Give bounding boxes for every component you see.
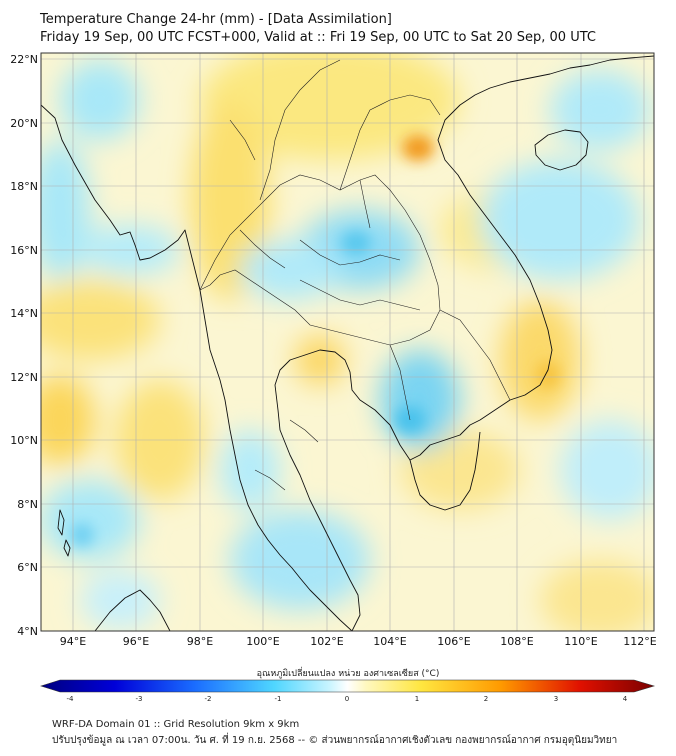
map-title: Temperature Change 24-hr (mm) - [Data As… — [40, 12, 392, 27]
lat-tick-labels: 22°N 20°N 18°N 16°N 14°N 12°N 10°N 8°N 6… — [10, 53, 38, 638]
lat-tick-label: 16°N — [10, 244, 38, 257]
colorbar-tick: -1 — [275, 695, 282, 703]
colorbar-ticks: -4 -3 -2 -1 0 1 2 3 4 — [67, 695, 628, 703]
colorbar-tick: 3 — [554, 695, 558, 703]
lat-tick-label: 22°N — [10, 53, 38, 66]
lat-tick-label: 8°N — [17, 498, 38, 511]
colorbar-label: อุณหภูมิเปลี่ยนแปลง หน่วย องศาเซลเซียส (… — [257, 666, 440, 679]
lon-tick-label: 94°E — [60, 635, 86, 648]
lon-tick-label: 112°E — [623, 635, 656, 648]
country-borders — [199, 59, 511, 491]
lat-tick-label: 10°N — [10, 434, 38, 447]
coastlines — [41, 55, 654, 631]
graticule — [41, 53, 654, 631]
lon-tick-label: 110°E — [564, 635, 597, 648]
lat-tick-label: 4°N — [17, 625, 38, 638]
lon-tick-label: 108°E — [500, 635, 533, 648]
footer-model-info: WRF-DA Domain 01 :: Grid Resolution 9km … — [52, 719, 300, 730]
temperature-field — [41, 53, 654, 631]
colorbar-tick: 2 — [484, 695, 488, 703]
lon-tick-label: 100°E — [246, 635, 279, 648]
lat-tick-label: 14°N — [10, 307, 38, 320]
lon-tick-label: 102°E — [310, 635, 343, 648]
colorbar-tick: 4 — [623, 695, 628, 703]
lon-tick-labels: 94°E 96°E 98°E 100°E 102°E 104°E 106°E 1… — [60, 635, 657, 648]
map-frame — [40, 52, 655, 632]
lat-tick-label: 12°N — [10, 371, 38, 384]
colorbar-tick: -4 — [67, 695, 75, 703]
colorbar-tick: -2 — [205, 695, 212, 703]
colorbar-tick: 1 — [415, 695, 419, 703]
colorbar — [40, 679, 656, 693]
lon-tick-label: 104°E — [373, 635, 406, 648]
lon-tick-label: 98°E — [187, 635, 213, 648]
colorbar-tick: 0 — [345, 695, 349, 703]
footer-credit: ปรับปรุงข้อมูล ณ เวลา 07:00น. วัน ศ. ที่… — [52, 735, 618, 746]
lat-tick-label: 20°N — [10, 117, 38, 130]
lon-tick-label: 106°E — [437, 635, 470, 648]
lat-tick-label: 18°N — [10, 180, 38, 193]
map-subtitle: Friday 19 Sep, 00 UTC FCST+000, Valid at… — [40, 30, 596, 45]
colorbar-tick: -3 — [136, 695, 143, 703]
lon-tick-label: 96°E — [123, 635, 149, 648]
lat-tick-label: 6°N — [17, 561, 38, 574]
